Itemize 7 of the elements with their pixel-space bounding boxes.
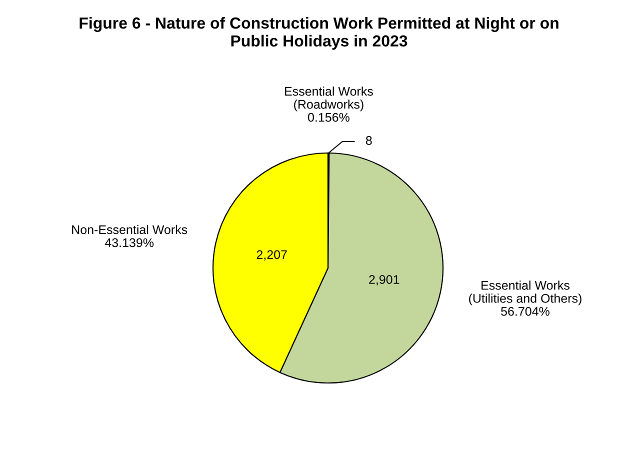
- data-label: 8: [366, 136, 372, 145]
- data-label: 2,207: [256, 250, 287, 261]
- slice-label: Essential Works (Utilities and Others) 56.704%: [469, 280, 582, 316]
- slice-label: Essential Works (Roadworks) 0.156%: [285, 86, 373, 122]
- slice-label: Non-Essential Works 43.139%: [72, 224, 188, 248]
- data-label: 2,901: [369, 275, 400, 286]
- chart-title: Figure 6 - Nature of Construction Work Permitted at Night or on Public Holidays in 2023: [80, 17, 558, 50]
